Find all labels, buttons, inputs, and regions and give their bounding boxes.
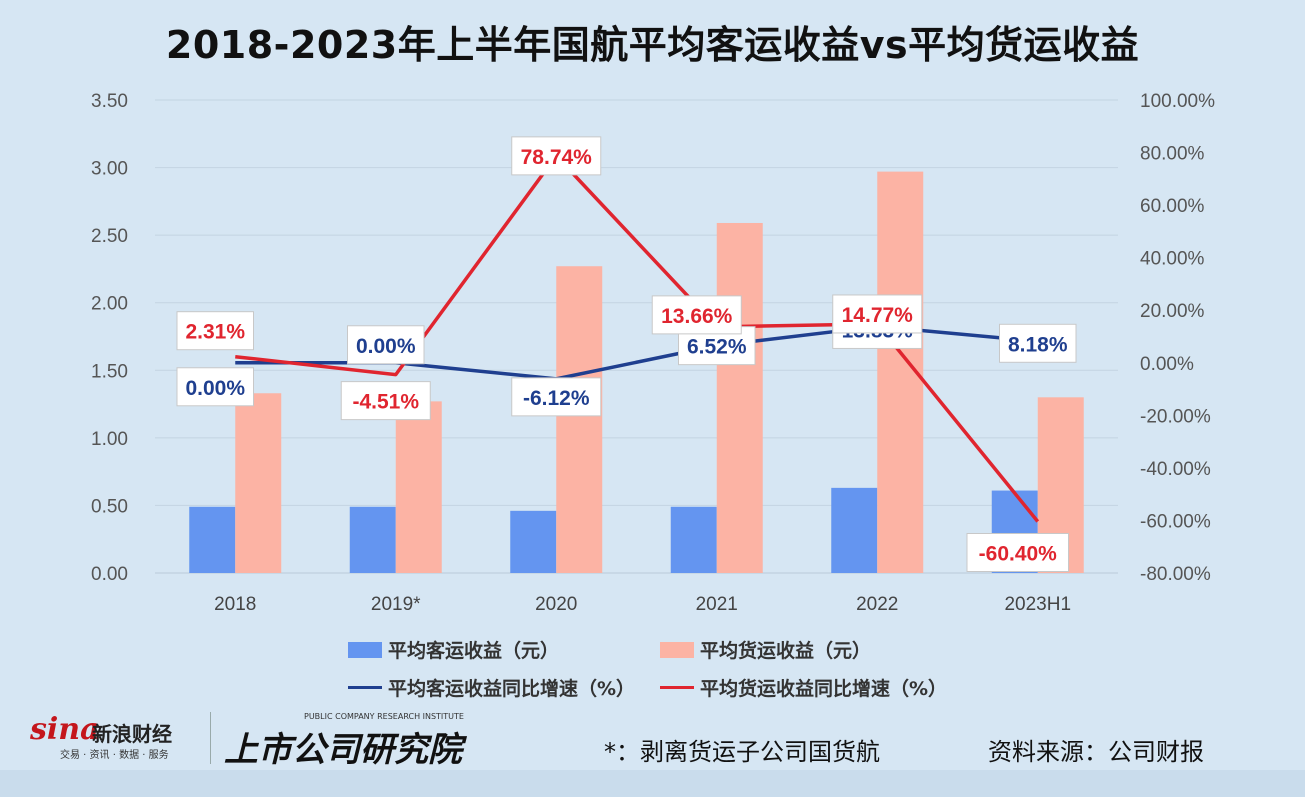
legend-label-cargo-revenue: 平均货运收益（元）	[700, 640, 872, 662]
legend-swatch-cargo-growth	[660, 686, 694, 689]
x-axis-tick-label: 2023H1	[1004, 594, 1071, 615]
right-axis-tick-label: 100.00%	[1140, 91, 1215, 112]
legend-swatch-passenger-revenue	[348, 641, 382, 658]
legend-item-cargo-growth: 平均货运收益同比增速（%）	[660, 674, 947, 701]
x-axis-tick-label: 2022	[856, 594, 898, 615]
left-axis-tick-label: 0.50	[91, 496, 128, 517]
line-cargo-growth	[235, 154, 1040, 523]
bar-cargo-revenue	[716, 222, 763, 574]
sina-wordmark: sina	[30, 712, 100, 747]
data-label-passenger-growth: 8.18%	[1008, 333, 1068, 356]
bar-cargo-revenue	[235, 393, 282, 573]
right-axis-tick-label: -80.00%	[1140, 564, 1211, 585]
right-axis-tick-label: 20.00%	[1140, 301, 1205, 322]
right-axis-tick-label: 0.00%	[1140, 354, 1194, 375]
data-label-cargo-growth: -4.51%	[352, 391, 419, 414]
data-label-box	[176, 367, 254, 407]
data-label-cargo-growth: 2.31%	[185, 321, 245, 344]
right-axis-tick-label: -20.00%	[1140, 406, 1211, 427]
institute-chinese-name: 上市公司研究院	[224, 730, 462, 770]
data-label-passenger-growth: 6.52%	[687, 336, 747, 359]
x-axis-tick-label: 2019*	[371, 594, 421, 615]
data-label-box	[651, 295, 742, 335]
bar-passenger-revenue	[670, 506, 717, 573]
data-label-cargo-growth: 13.66%	[661, 305, 733, 328]
data-label-box	[999, 323, 1077, 363]
data-label-cargo-growth: 14.77%	[842, 304, 914, 327]
data-label-passenger-growth: -6.12%	[523, 387, 590, 410]
legend-item-cargo-revenue: 平均货运收益（元）	[660, 636, 871, 663]
left-axis-tick-label: 1.50	[91, 361, 128, 382]
data-label-box	[966, 532, 1069, 572]
footnote: *：剥离货运子公司国货航	[604, 738, 880, 766]
legend-label-passenger-revenue: 平均客运收益（元）	[388, 640, 560, 662]
data-label-box	[347, 325, 425, 365]
left-axis-tick-label: 2.00	[91, 294, 128, 315]
right-axis-tick-label: -60.00%	[1140, 511, 1211, 532]
left-axis-tick-label: 1.00	[91, 429, 128, 450]
institute-english-name: PUBLIC COMPANY RESEARCH INSTITUTE	[304, 712, 464, 721]
data-label-box	[511, 377, 602, 417]
left-axis-tick-label: 3.50	[91, 91, 128, 112]
bar-cargo-revenue	[395, 401, 442, 573]
logo-divider	[210, 712, 211, 764]
legend-swatch-cargo-revenue	[660, 641, 694, 658]
footer-bar	[0, 770, 1305, 797]
right-axis-tick-label: 60.00%	[1140, 196, 1205, 217]
right-axis-tick-label: 80.00%	[1140, 144, 1205, 165]
data-label-box	[340, 381, 431, 421]
bar-passenger-revenue	[189, 506, 236, 573]
left-axis-tick-label: 2.50	[91, 226, 128, 247]
right-axis-tick-label: 40.00%	[1140, 249, 1205, 270]
combo-chart: 0.00 0.50 1.00 1.50 2.00 2.50 3.00 3.50 -80.00% -…	[91, 91, 1215, 615]
x-axis-tick-label: 2020	[535, 594, 577, 615]
data-label-cargo-growth: -60.40%	[979, 542, 1058, 565]
sina-finance-name: 新浪财经	[92, 722, 172, 746]
sina-slogan: 交易 · 资讯 · 数据 · 服务	[60, 750, 169, 761]
x-axis-tick-label: 2018	[214, 594, 256, 615]
left-axis-tick-label: 3.00	[91, 159, 128, 180]
left-axis-tick-label: 0.00	[91, 564, 128, 585]
data-label-cargo-growth: 78.74%	[521, 146, 593, 169]
chart-title: 2018-2023年上半年国航平均客运收益vs平均货运收益	[165, 23, 1140, 67]
right-axis-tick-label: -40.00%	[1140, 459, 1211, 480]
x-axis-tick-label: 2021	[696, 594, 738, 615]
research-institute-logo: PUBLIC COMPANY RESEARCH INSTITUTE 上市公司研究…	[222, 708, 464, 770]
legend-item-passenger-growth: 平均客运收益同比增速（%）	[348, 674, 635, 701]
legend-swatch-passenger-growth	[348, 686, 382, 689]
bar-passenger-revenue	[831, 487, 878, 573]
legend-label-cargo-growth: 平均货运收益同比增速（%）	[700, 678, 948, 700]
data-label-box	[832, 294, 923, 334]
legend-item-passenger-revenue: 平均客运收益（元）	[348, 636, 559, 663]
data-label-passenger-growth: 0.00%	[356, 335, 416, 358]
data-label-passenger-growth: 0.00%	[185, 377, 245, 400]
bar-passenger-revenue	[349, 506, 396, 573]
sina-finance-logo: sina 新浪财经 交易 · 资讯 · 数据 · 服务	[30, 712, 200, 761]
data-label-box	[511, 136, 602, 176]
bar-cargo-revenue	[556, 266, 603, 573]
data-label-box	[176, 311, 254, 351]
bar-passenger-revenue	[510, 510, 557, 573]
legend-label-passenger-growth: 平均客运收益同比增速（%）	[388, 678, 636, 700]
data-source: 资料来源：公司财报	[988, 738, 1204, 766]
